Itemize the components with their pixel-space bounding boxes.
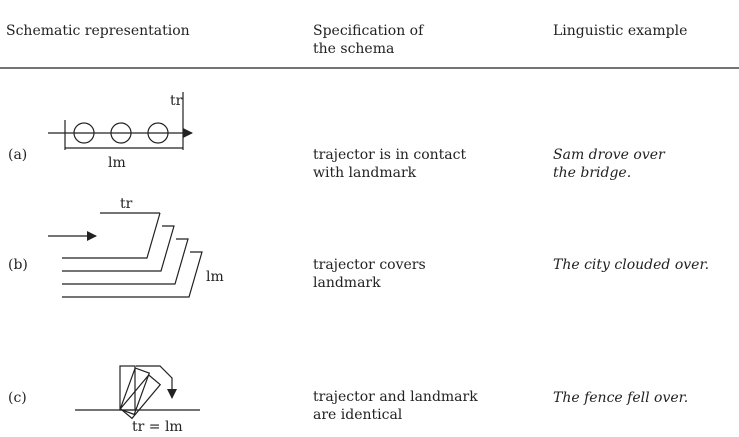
header-cell: Schematic representation [6, 23, 190, 39]
header-cell: Linguistic example [553, 23, 687, 39]
diagram-label: lm [206, 269, 224, 285]
specification: landmark [313, 275, 381, 291]
diagram-label: tr [170, 93, 183, 109]
header-cell: Specification of [313, 23, 425, 39]
specification: trajector and landmark [313, 389, 478, 405]
example: The fence fell over. [553, 390, 688, 406]
example: The city clouded over. [553, 257, 709, 273]
diagram-c [75, 365, 200, 420]
specification: are identical [313, 407, 403, 423]
diagram-label: lm [108, 155, 126, 171]
diagram-label: tr [120, 196, 133, 212]
row-label: (b) [8, 257, 28, 273]
row-label: (a) [8, 147, 27, 163]
header-cell: the schema [313, 41, 394, 57]
row-label: (c) [8, 390, 27, 406]
specification: trajector covers [313, 257, 426, 273]
specification: with landmark [313, 165, 417, 181]
diagram-label: tr = lm [132, 419, 183, 435]
example: the bridge. [553, 165, 631, 181]
diagram-a [48, 92, 193, 150]
specification: trajector is in contact [313, 147, 466, 163]
example: Sam drove over [553, 147, 666, 163]
diagram-b [48, 212, 203, 298]
